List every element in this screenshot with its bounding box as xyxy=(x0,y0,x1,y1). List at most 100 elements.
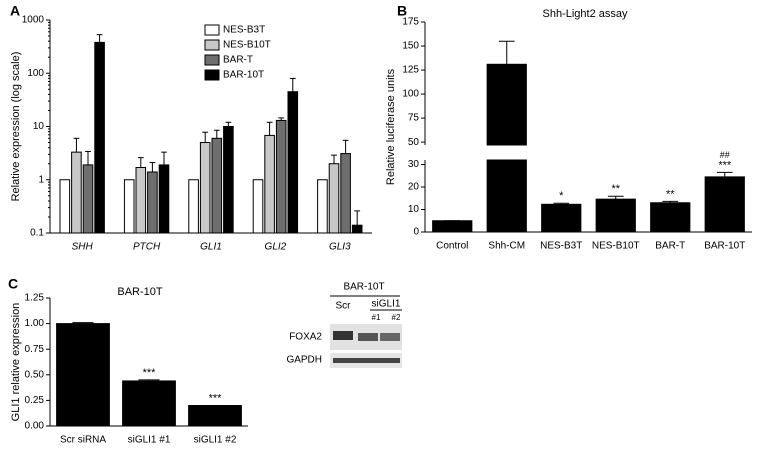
y-tick-label: 1.25 xyxy=(25,293,45,304)
bar xyxy=(317,179,328,234)
x-tick-label: Scr siRNA xyxy=(60,435,106,446)
bar xyxy=(432,220,473,233)
blot-lane: siGLI1 xyxy=(372,299,401,310)
blot-row-label: GAPDH xyxy=(286,355,322,366)
y-tick-label: 125 xyxy=(402,65,419,76)
bar xyxy=(704,176,745,233)
bar xyxy=(252,179,264,234)
significance: ** xyxy=(611,183,620,195)
chart-title: BAR-10T xyxy=(117,286,163,298)
y-tick-label: 20 xyxy=(408,182,420,193)
bar xyxy=(199,142,211,234)
bar xyxy=(650,202,691,233)
x-tick-label: NES-B3T xyxy=(540,241,582,252)
y-tick-label: 100 xyxy=(402,89,419,100)
bar xyxy=(223,126,234,234)
x-tick-label: NES-B10T xyxy=(592,241,640,252)
bar xyxy=(71,151,82,234)
legend-label: BAR-10T xyxy=(223,70,264,81)
y-tick-label: 1.00 xyxy=(25,318,45,329)
legend-swatch xyxy=(204,54,220,66)
bar xyxy=(340,153,351,234)
bar xyxy=(351,224,363,234)
x-tick-label: siGLI1 #1 xyxy=(128,435,171,446)
panel-label: B xyxy=(397,3,407,19)
bar xyxy=(188,179,199,234)
y-tick-label: 100 xyxy=(27,68,44,79)
legend-swatch xyxy=(204,69,220,81)
legend-label: NES-B3T xyxy=(223,25,265,36)
bar xyxy=(595,198,636,233)
y-tick-label: 10 xyxy=(408,204,420,215)
bar xyxy=(264,134,275,234)
bar xyxy=(122,380,176,427)
blot-band xyxy=(333,358,400,363)
bar xyxy=(541,203,582,233)
panel-label: C xyxy=(8,276,18,292)
bar xyxy=(56,323,110,427)
y-tick-label: 30 xyxy=(408,159,420,170)
blot-band xyxy=(358,333,378,341)
x-tick-label: BAR-T xyxy=(655,241,685,252)
x-tick-label: SHH xyxy=(72,242,94,253)
significance: *** xyxy=(209,392,223,404)
legend-swatch xyxy=(204,39,220,51)
x-tick-label: BAR-10T xyxy=(704,241,745,252)
y-tick-label: 1000 xyxy=(22,15,45,26)
bar xyxy=(275,119,287,234)
legend-label: NES-B10T xyxy=(223,40,271,51)
bar xyxy=(211,137,223,234)
bar xyxy=(94,41,105,234)
y-tick-label: 0.75 xyxy=(25,344,45,355)
significance: *** xyxy=(143,367,157,379)
blot-band xyxy=(333,331,353,340)
significance: *** xyxy=(718,159,732,171)
bar xyxy=(135,166,147,234)
bar xyxy=(59,179,71,234)
blot-sublane: #1 xyxy=(372,313,381,322)
bar xyxy=(147,171,158,234)
y-tick-label: 0.25 xyxy=(25,395,45,406)
significance: ** xyxy=(666,188,675,200)
y-tick-label: 150 xyxy=(402,41,419,52)
significance: ## xyxy=(720,150,730,160)
y-tick-label: 0.00 xyxy=(25,421,45,432)
bar xyxy=(188,405,242,427)
y-tick-label: 10 xyxy=(33,121,45,132)
bar xyxy=(158,164,170,234)
blot-lane: Scr xyxy=(336,301,352,312)
chart-title: Shh-Light2 assay xyxy=(543,8,628,20)
y-tick-label: 0.1 xyxy=(30,228,44,239)
blot-title: BAR-10T xyxy=(343,282,384,293)
x-tick-label: PTCH xyxy=(133,242,161,253)
bar xyxy=(486,63,527,146)
blot-band xyxy=(380,333,400,341)
y-tick-label: 0 xyxy=(413,227,419,238)
y-axis-label: GLI1 relative expression xyxy=(10,303,22,422)
blot-sublane: #2 xyxy=(392,313,401,322)
significance: * xyxy=(559,190,564,202)
x-tick-label: siGLI1 #2 xyxy=(194,435,237,446)
y-tick-label: 75 xyxy=(408,113,420,124)
x-tick-label: Shh-CM xyxy=(488,241,525,252)
bar xyxy=(328,163,340,234)
y-axis-label: Relative expression (log scale) xyxy=(10,52,22,202)
bar xyxy=(123,179,135,234)
legend-swatch xyxy=(204,24,220,36)
blot-row-label: FOXA2 xyxy=(289,332,322,343)
y-tick-label: 0.50 xyxy=(25,369,45,380)
western-blot: BAR-10T Scr siGLI1 #1 #2 FOXA2 GAPDH xyxy=(286,282,402,368)
x-tick-label: GLI2 xyxy=(265,242,287,253)
y-axis-label: Relative luciferase units xyxy=(385,68,397,185)
bar xyxy=(82,164,94,234)
x-tick-label: GLI3 xyxy=(329,242,351,253)
bar xyxy=(486,159,527,233)
x-tick-label: GLI1 xyxy=(200,242,222,253)
y-tick-label: 175 xyxy=(402,17,419,28)
panel-label: A xyxy=(10,3,20,19)
x-tick-label: Control xyxy=(436,241,468,252)
y-tick-label: 1 xyxy=(38,174,44,185)
y-tick-label: 50 xyxy=(408,137,420,148)
